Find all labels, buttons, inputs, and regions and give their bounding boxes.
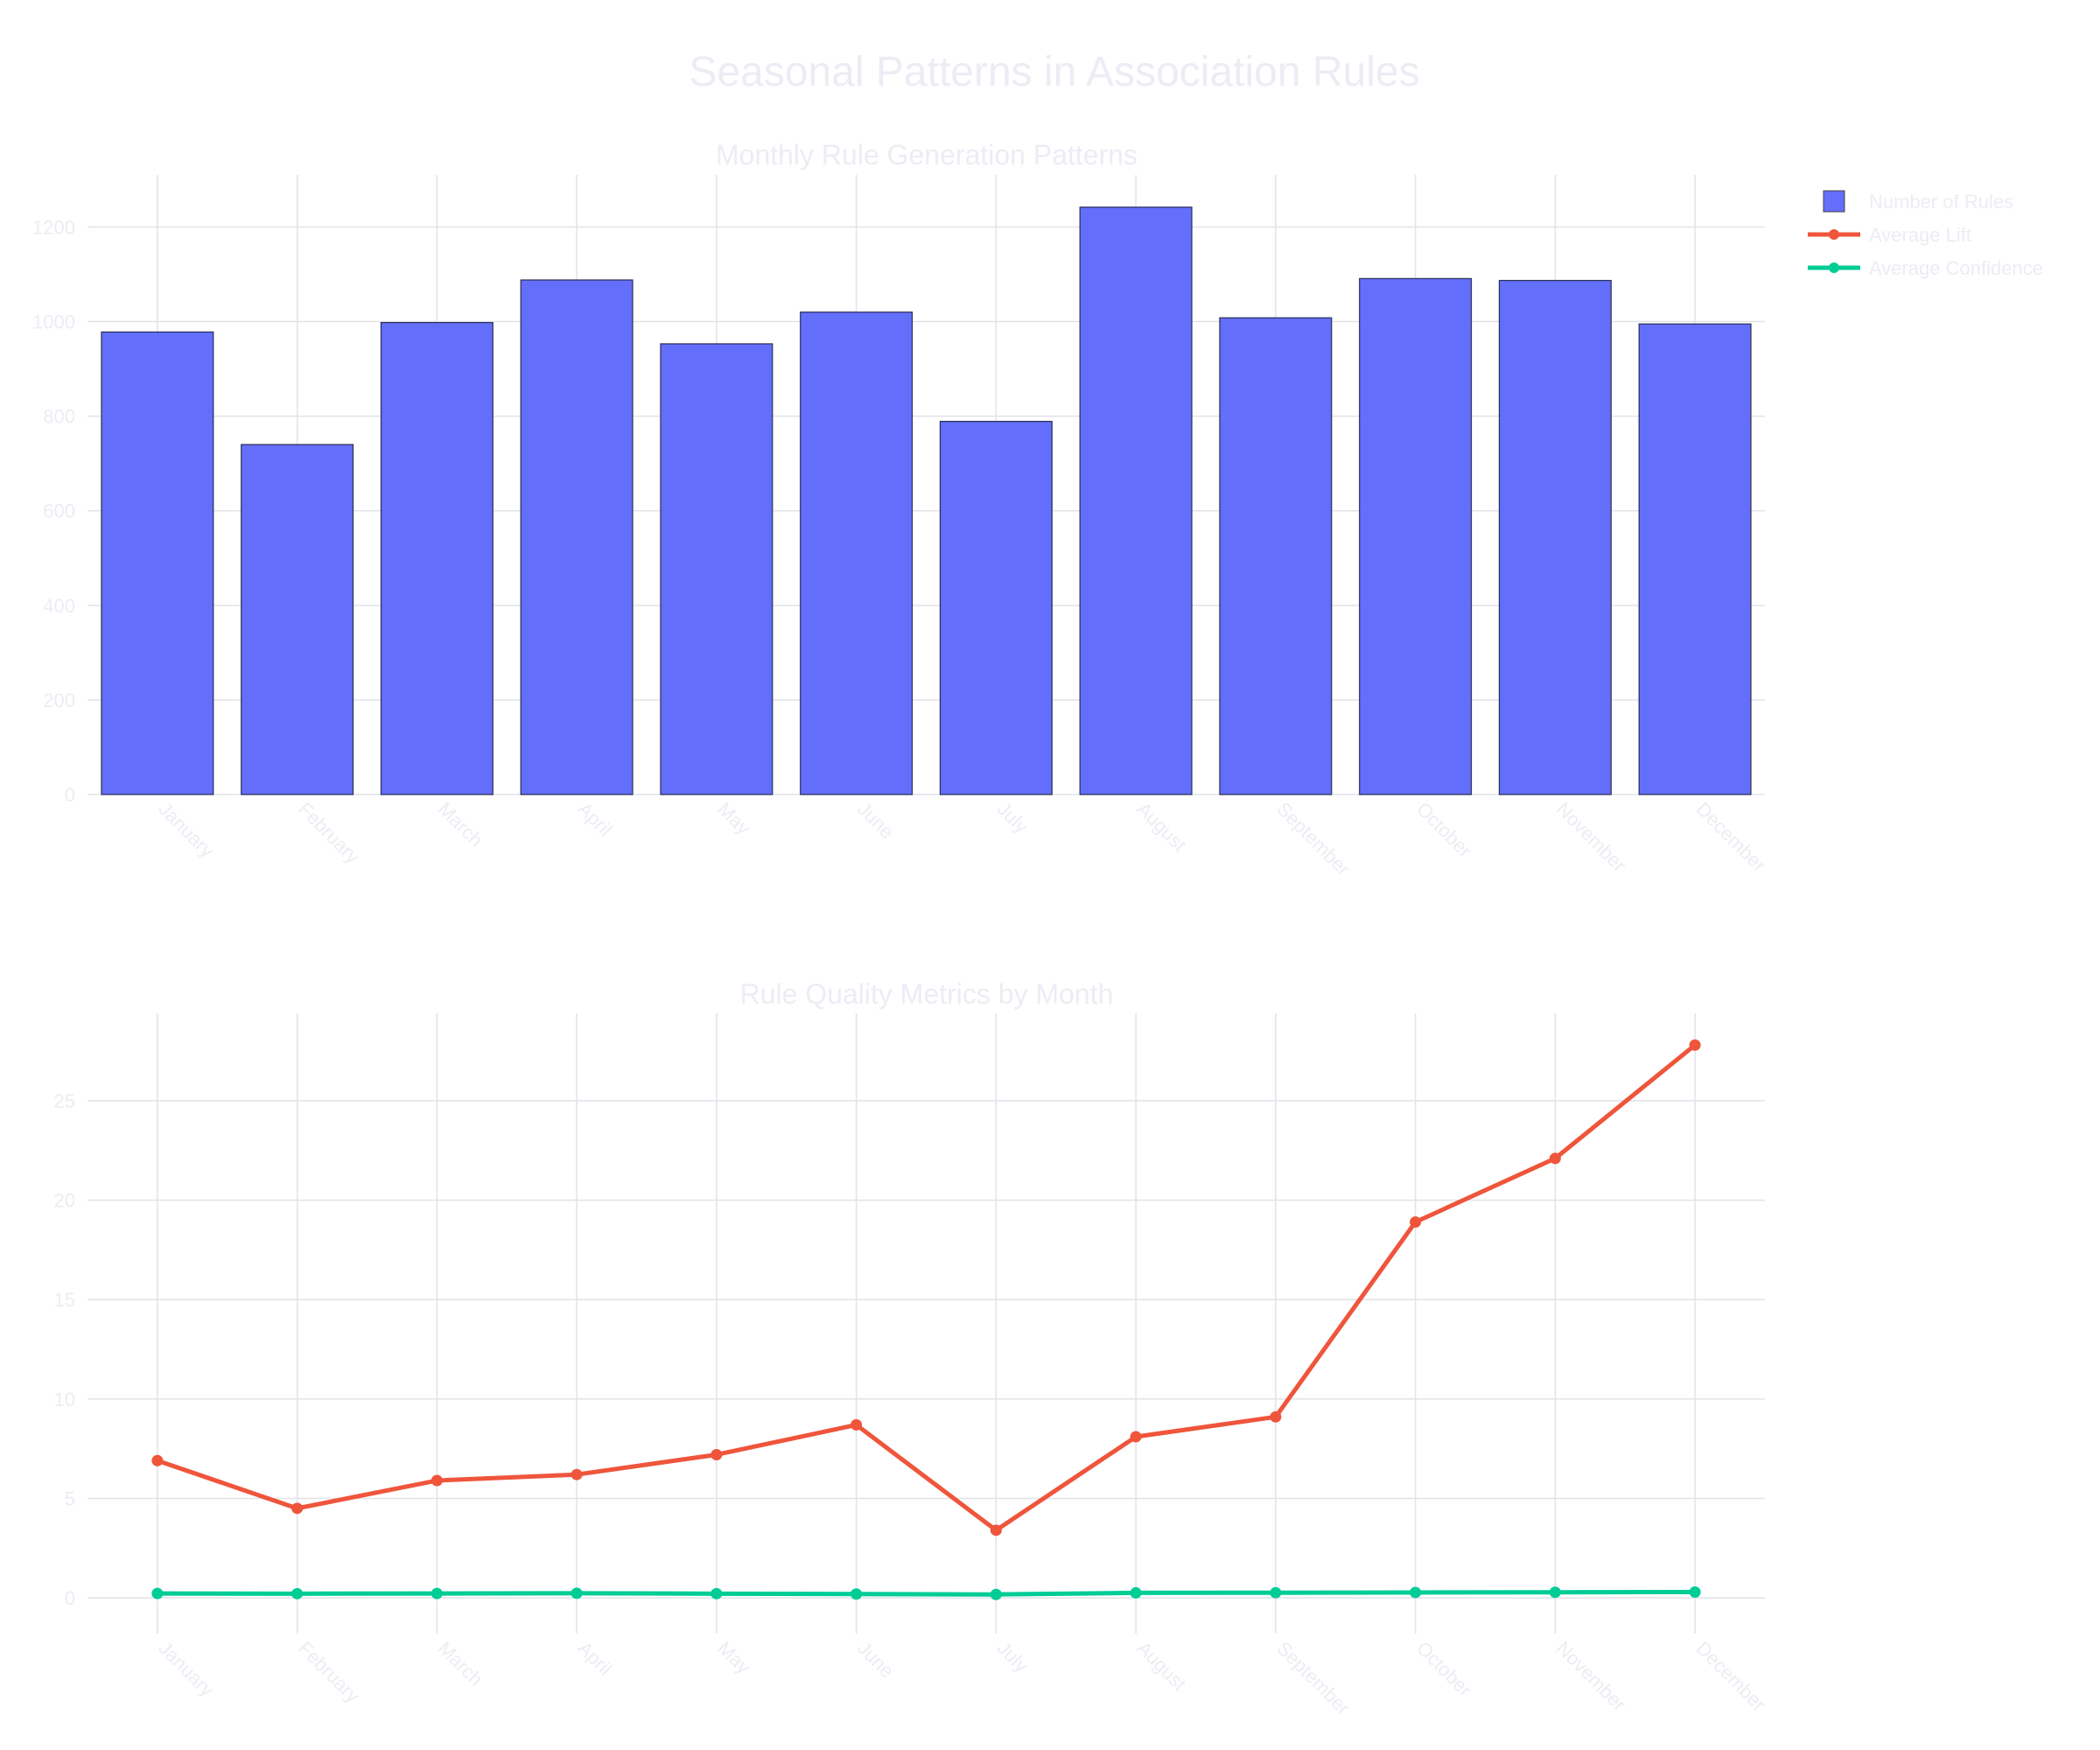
point-average-confidence-december (1689, 1586, 1701, 1599)
y-axis-ticks: 0 5 10 15 20 25 (54, 1090, 75, 1609)
x-tick-label: July (993, 798, 1032, 837)
bar-december (1638, 323, 1752, 795)
y-tick-label: 5 (65, 1488, 75, 1509)
legend-item-average-confidence[interactable]: Average Confidence (1808, 257, 2043, 279)
y-tick-label: 0 (65, 784, 75, 806)
x-tick-label: December (1692, 798, 1770, 876)
x-tick-label: January (154, 798, 218, 862)
x-tick-label: November (1552, 1637, 1630, 1715)
series-line-average-lift (157, 1043, 1697, 1533)
point-average-confidence-june (850, 1588, 863, 1600)
bar-march (380, 322, 494, 795)
x-axis-ticks: January February March April May June July Augu… (154, 798, 1770, 880)
x-tick-label: October (1412, 1637, 1476, 1701)
point-average-confidence-october (1410, 1586, 1422, 1599)
x-tick-label: August (1133, 1637, 1191, 1695)
point-average-lift-february (291, 1502, 304, 1515)
y-tick-label: 10 (54, 1389, 75, 1410)
bar-april (520, 279, 634, 795)
x-tick-label: October (1412, 798, 1476, 862)
point-average-lift-march (430, 1474, 443, 1487)
legend[interactable]: Number of Rules Average Lift Average Con… (1808, 190, 2043, 279)
y-tick-label: 1000 (32, 312, 75, 333)
line-series (151, 1039, 1701, 1600)
x-tick-label: May (713, 1637, 754, 1678)
bar-october (1359, 277, 1473, 795)
y-tick-label: 400 (43, 595, 75, 617)
x-tick-label: September (1272, 798, 1354, 880)
subplot-title: Monthly Rule Generation Patterns (716, 139, 1138, 171)
x-tick-label: February (294, 1637, 364, 1707)
y-tick-label: 0 (65, 1587, 75, 1609)
x-tick-label: March (434, 798, 487, 851)
point-average-lift-december (1689, 1039, 1701, 1051)
y-tick-label: 800 (43, 406, 75, 428)
y-tick-label: 15 (54, 1289, 75, 1311)
x-tick-label: April (574, 1637, 617, 1680)
series-line-average-confidence (157, 1590, 1696, 1597)
point-average-lift-november (1549, 1152, 1561, 1165)
subplot-title: Rule Quality Metrics by Month (740, 978, 1114, 1010)
legend-marker (1829, 229, 1839, 240)
y-tick-label: 25 (54, 1090, 75, 1112)
subplot-quality-line-chart: Rule Quality Metrics by Month 0 5 10 15 20 25… (54, 978, 1771, 1719)
x-tick-label: November (1552, 798, 1630, 876)
point-average-lift-october (1410, 1216, 1422, 1228)
x-axis-ticks: January February March April May June July Augu… (154, 1637, 1770, 1719)
y-tick-label: 200 (43, 690, 75, 711)
y-tick-label: 20 (54, 1190, 75, 1212)
x-tick-label: July (993, 1637, 1032, 1676)
point-average-confidence-april (570, 1587, 583, 1600)
x-tick-label: March (434, 1637, 487, 1690)
subplot-rules-bar-chart: Monthly Rule Generation Patterns 0 200 400… (32, 139, 1770, 880)
point-average-lift-june (850, 1418, 863, 1431)
x-tick-label: May (713, 798, 754, 839)
point-average-confidence-july (990, 1588, 1002, 1600)
x-tick-label: April (574, 798, 617, 841)
legend-marker (1829, 262, 1839, 273)
bar-february (241, 444, 354, 795)
point-average-lift-august (1130, 1431, 1142, 1443)
point-average-lift-may (710, 1448, 723, 1460)
bar-august (1079, 206, 1193, 795)
point-average-confidence-september (1270, 1586, 1282, 1599)
point-average-confidence-august (1130, 1586, 1142, 1599)
point-average-lift-september (1270, 1410, 1282, 1423)
legend-bar-swatch (1823, 190, 1845, 213)
bar-january (101, 331, 214, 795)
legend-label: Number of Rules (1869, 191, 2013, 213)
x-tick-label: September (1272, 1637, 1354, 1719)
x-tick-label: January (154, 1637, 218, 1701)
gridlines (88, 1013, 1765, 1634)
x-tick-label: February (294, 798, 364, 868)
x-tick-label: June (853, 798, 898, 843)
point-average-lift-april (570, 1468, 583, 1480)
point-average-lift-july (990, 1524, 1002, 1536)
point-average-confidence-january (151, 1587, 164, 1600)
point-average-confidence-may (710, 1587, 723, 1600)
x-tick-label: December (1692, 1637, 1770, 1715)
bar-june (800, 312, 914, 795)
legend-label: Average Lift (1869, 224, 1971, 246)
legend-label: Average Confidence (1869, 257, 2043, 279)
y-tick-label: 1200 (32, 216, 75, 238)
bar-may (660, 343, 774, 795)
legend-item-number-of-rules[interactable]: Number of Rules (1823, 190, 2013, 213)
bar-november (1498, 279, 1612, 795)
point-average-confidence-march (430, 1587, 443, 1600)
chart-title: Seasonal Patterns in Association Rules (689, 49, 1419, 95)
gridlines (88, 175, 1765, 795)
y-tick-label: 600 (43, 500, 75, 522)
point-average-confidence-february (291, 1587, 304, 1600)
bar-series (101, 206, 1752, 795)
legend-item-average-lift[interactable]: Average Lift (1808, 224, 1971, 246)
x-tick-label: June (853, 1637, 898, 1682)
y-axis-ticks: 0 200 400 600 800 1000 1200 (32, 216, 75, 806)
bar-september (1219, 317, 1333, 795)
point-average-confidence-november (1549, 1586, 1561, 1599)
bar-july (939, 420, 1053, 795)
x-tick-label: August (1133, 798, 1191, 856)
point-average-lift-january (151, 1454, 164, 1466)
